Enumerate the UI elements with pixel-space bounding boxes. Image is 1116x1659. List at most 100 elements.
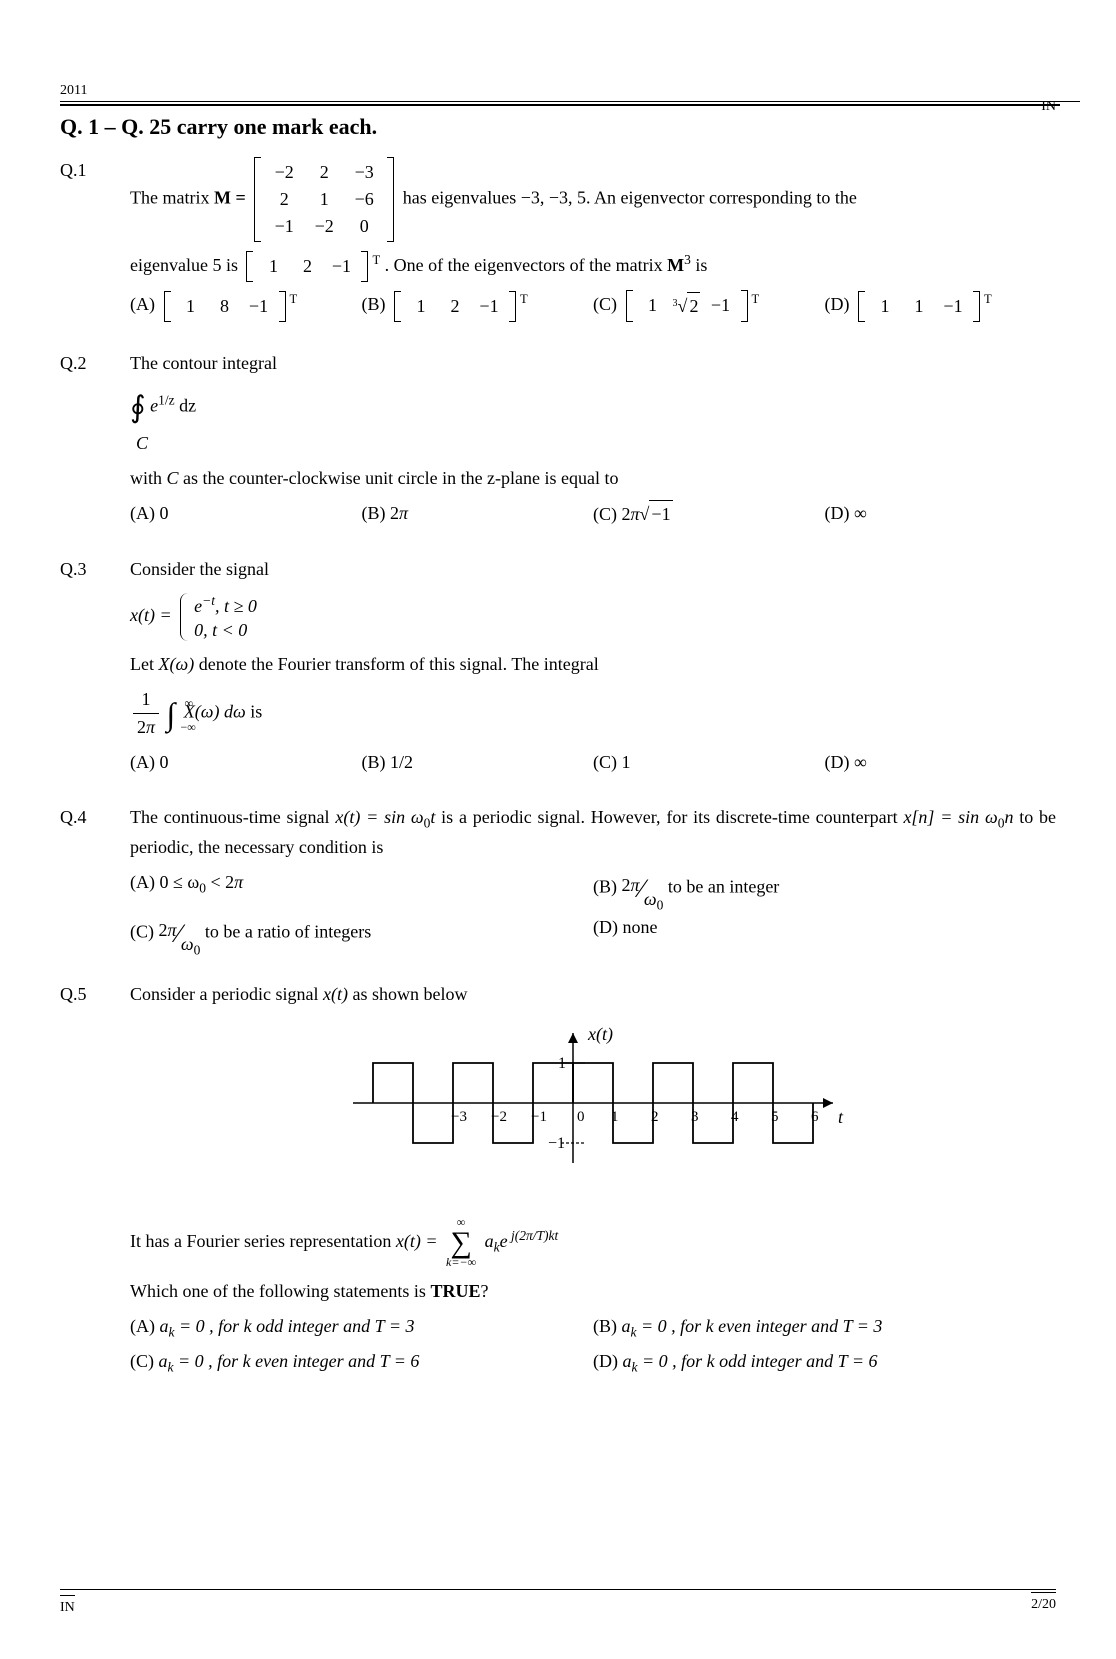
sum-icon: ∞ ∑ k=−∞	[446, 1216, 476, 1269]
question-4: Q.4 The continuous-time signal x(t) = si…	[60, 804, 1056, 959]
m11: 1	[304, 186, 344, 213]
q1-vec5-T: T	[372, 253, 380, 267]
q2-Bpi: π	[399, 503, 408, 523]
q5-t2: as shown below	[348, 984, 468, 1004]
q2-t1: The contour integral	[130, 350, 1056, 377]
q5-opts: (A) ak = 0 , for k odd integer and T = 3…	[130, 1313, 1056, 1385]
q4-Asub: 0	[199, 881, 206, 896]
q2-Bpre: (B) 2	[362, 503, 400, 523]
q2-C: C	[136, 433, 148, 453]
q2-exp: 1/z	[158, 393, 175, 408]
q5-Dpre: (D)	[593, 1351, 623, 1371]
q1-optC: (C) 13√2−1T	[593, 290, 825, 322]
q1-B-vec: 12−1	[394, 291, 516, 322]
q4-t1: The continuous-time signal	[130, 807, 335, 827]
q3-num: Q.3	[60, 556, 130, 782]
q1-t2: has eigenvalues −3, −3, 5. An eigenvecto…	[403, 188, 857, 208]
q5-Dpost: = 0 , for k odd integer and T = 6	[638, 1351, 878, 1371]
svg-text:0: 0	[577, 1109, 585, 1125]
q4-Bpost: to be an integer	[663, 877, 779, 897]
q5-figure: x(t) 1 −1 t −3−2−1 012 3456	[130, 1018, 1056, 1196]
q1-optA: (A) 18−1T	[130, 290, 362, 322]
q4-tvar: t	[430, 807, 435, 827]
q5-xt: x(t)	[323, 984, 348, 1004]
b1: 2	[438, 293, 472, 320]
c1v: 2	[687, 292, 700, 320]
q1-D-T: T	[984, 292, 992, 306]
q3-r1e: −t	[202, 593, 215, 608]
q2-B: (B) 2π	[362, 500, 594, 528]
q5-Ba: a	[622, 1316, 631, 1336]
q1-t3: eigenvalue 5 is	[130, 255, 242, 275]
q3-r2: 0, t < 0	[194, 617, 257, 643]
m12: −6	[344, 186, 384, 213]
q1-t5: is	[695, 255, 707, 275]
q3-xt: x(t) =	[130, 606, 176, 626]
q1-optD: (D) 11−1T	[825, 290, 1057, 322]
q5-Ca: a	[159, 1351, 168, 1371]
q5-B: (B) ak = 0 , for k even integer and T = …	[593, 1313, 1056, 1343]
q2-num: Q.2	[60, 350, 130, 534]
q5-t3: It has a Fourier series representation	[130, 1231, 396, 1251]
q2-Copt: (C) 2π√−1	[593, 500, 825, 528]
q5-svg: x(t) 1 −1 t −3−2−1 012 3456	[333, 1018, 853, 1188]
q2-body: The contour integral ∮ e1/z dz C with C …	[130, 350, 1056, 534]
q5-expe: e	[500, 1231, 508, 1251]
q4-C: (C) 2π⁄ω0 to be a ratio of integers	[130, 914, 593, 953]
question-2: Q.2 The contour integral ∮ e1/z dz C wit…	[60, 350, 1056, 534]
q4-Cpost: to be a ratio of integers	[200, 922, 371, 942]
q5-true: TRUE	[430, 1281, 480, 1301]
q2-D: (D) ∞	[825, 500, 1057, 528]
footer-right: 2/20	[1031, 1592, 1056, 1615]
a2: −1	[242, 293, 276, 320]
q4-body: The continuous-time signal x(t) = sin ω0…	[130, 804, 1056, 959]
q3-fn: 1	[133, 686, 159, 714]
q1-D-label: (D)	[825, 294, 855, 314]
q3-t3: denote the Fourier transform of this sig…	[194, 654, 599, 674]
q1-B-T: T	[520, 292, 528, 306]
q3-body: Consider the signal x(t) = e−t, t ≥ 0 0,…	[130, 556, 1056, 782]
b2: −1	[472, 293, 506, 320]
q1-A-vec: 18−1	[164, 291, 286, 322]
section-heading: Q. 1 – Q. 25 carry one mark each.	[60, 110, 1056, 143]
q5-Apost: = 0 , for k odd integer and T = 3	[175, 1316, 415, 1336]
c0: 1	[636, 292, 670, 320]
m10: 2	[264, 186, 304, 213]
q5-qm: ?	[480, 1281, 488, 1301]
q5-Bpost: = 0 , for k even integer and T = 3	[637, 1316, 883, 1336]
v2: −1	[324, 253, 358, 280]
question-3: Q.3 Consider the signal x(t) = e−t, t ≥ …	[60, 556, 1056, 782]
q5-A: (A) ak = 0 , for k odd integer and T = 3	[130, 1313, 593, 1343]
q3-ibot: −∞	[181, 718, 196, 736]
q4-Bds: 0	[657, 898, 664, 913]
q4-t2: is a periodic signal. However, for its d…	[441, 807, 903, 827]
q5-t1: Consider a periodic signal	[130, 984, 323, 1004]
q2-opts: (A) 0 (B) 2π (C) 2π√−1 (D) ∞	[130, 500, 1056, 534]
footer-left: IN	[60, 1595, 75, 1618]
q4-Cdw: ω	[181, 934, 194, 954]
question-5: Q.5 Consider a periodic signal x(t) as s…	[60, 981, 1056, 1384]
q4-opts: (A) 0 ≤ ω0 < 2π (B) 2π⁄ω0 to be an integ…	[130, 869, 1056, 959]
q2-Cvar: C	[167, 468, 179, 488]
q3-r1r: , t ≥ 0	[215, 596, 257, 616]
q4-xn: x[n] = sin ω	[903, 807, 997, 827]
q5-Bpre: (B)	[593, 1316, 622, 1336]
q5-exp: j(2π/T)kt	[508, 1228, 559, 1243]
q4-B-frac: 2π⁄ω0	[622, 869, 664, 908]
q3-piecewise: e−t, t ≥ 0 0, t < 0	[180, 591, 257, 643]
q5-Cpost: = 0 , for k even integer and T = 6	[174, 1351, 420, 1371]
q3-t1: Consider the signal	[130, 556, 1056, 583]
integral-icon: ∫ ∞ −∞	[167, 698, 176, 730]
v0: 1	[256, 253, 290, 280]
q5-Da: a	[623, 1351, 632, 1371]
q4-Bdw: ω	[644, 889, 657, 909]
c1: 3√2	[670, 292, 704, 320]
q1-B-label: (B)	[362, 294, 391, 314]
q1-C-label: (C)	[593, 295, 622, 315]
q3-is: is	[250, 702, 262, 722]
q2-Cpre: (C) 2	[593, 504, 631, 524]
v1: 2	[290, 253, 324, 280]
q3-frac: 12π	[133, 686, 159, 741]
question-1: Q.1 The matrix M = −22−3 21−6 −1−20 has …	[60, 157, 1056, 328]
q5-D: (D) ak = 0 , for k odd integer and T = 6	[593, 1348, 1056, 1378]
